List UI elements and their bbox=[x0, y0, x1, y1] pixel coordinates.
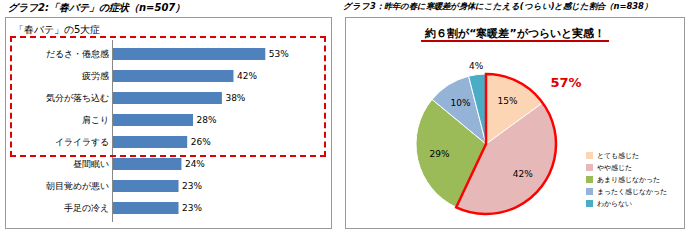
html-text:やや感じた: やや感じた bbox=[597, 164, 632, 172]
html-text:あまり感じなかった: あまり感じなかった bbox=[597, 176, 660, 184]
svg-text:57%: 57% bbox=[551, 75, 582, 90]
svg-text:26%: 26% bbox=[191, 137, 211, 147]
svg-text:4%: 4% bbox=[469, 61, 484, 71]
svg-text:肩こり: 肩こり bbox=[82, 115, 109, 125]
svg-text:23%: 23% bbox=[182, 181, 202, 191]
svg-text:10%: 10% bbox=[450, 98, 470, 108]
svg-text:昼間眠い: 昼間眠い bbox=[73, 159, 109, 169]
html-text:とても感じた: とても感じた bbox=[597, 152, 639, 160]
svg-text:15%: 15% bbox=[498, 96, 518, 106]
svg-text:だるさ・倦怠感: だるさ・倦怠感 bbox=[46, 49, 109, 59]
html-text:わからない: わからない bbox=[597, 200, 632, 208]
svg-text:42%: 42% bbox=[513, 169, 533, 179]
html-text:グラフ3：昨年の春に寒暖差が身体にこたえる(つらい)と感じた: グラフ3：昨年の春に寒暖差が身体にこたえる(つらい)と感じた割合（n=838） bbox=[343, 1, 652, 11]
svg-text:53%: 53% bbox=[269, 49, 289, 59]
svg-text:疲労感: 疲労感 bbox=[82, 71, 109, 81]
html-text:グラフ2:「春バテ」の症状（n=507）: グラフ2:「春バテ」の症状（n=507） bbox=[8, 2, 186, 13]
svg-text:29%: 29% bbox=[430, 149, 450, 159]
svg-text:気分が落ち込む: 気分が落ち込む bbox=[46, 93, 109, 103]
svg-text:手足の冷え: 手足の冷え bbox=[64, 203, 109, 213]
html-text:まったく感じなかった: まったく感じなかった bbox=[597, 188, 667, 196]
svg-text:イライラする: イライラする bbox=[55, 137, 109, 147]
svg-text:23%: 23% bbox=[182, 203, 202, 213]
svg-text:42%: 42% bbox=[237, 71, 257, 81]
svg-text:朝目覚めが悪い: 朝目覚めが悪い bbox=[46, 181, 109, 191]
html-text:約６割が“寒暖差”がつらいと実感！: 約６割が“寒暖差”がつらいと実感！ bbox=[425, 27, 605, 40]
svg-text:38%: 38% bbox=[225, 93, 245, 103]
svg-text:28%: 28% bbox=[196, 115, 216, 125]
svg-text:24%: 24% bbox=[185, 159, 205, 169]
html-text:「春バテ」の5大症: 「春バテ」の5大症 bbox=[14, 24, 101, 35]
